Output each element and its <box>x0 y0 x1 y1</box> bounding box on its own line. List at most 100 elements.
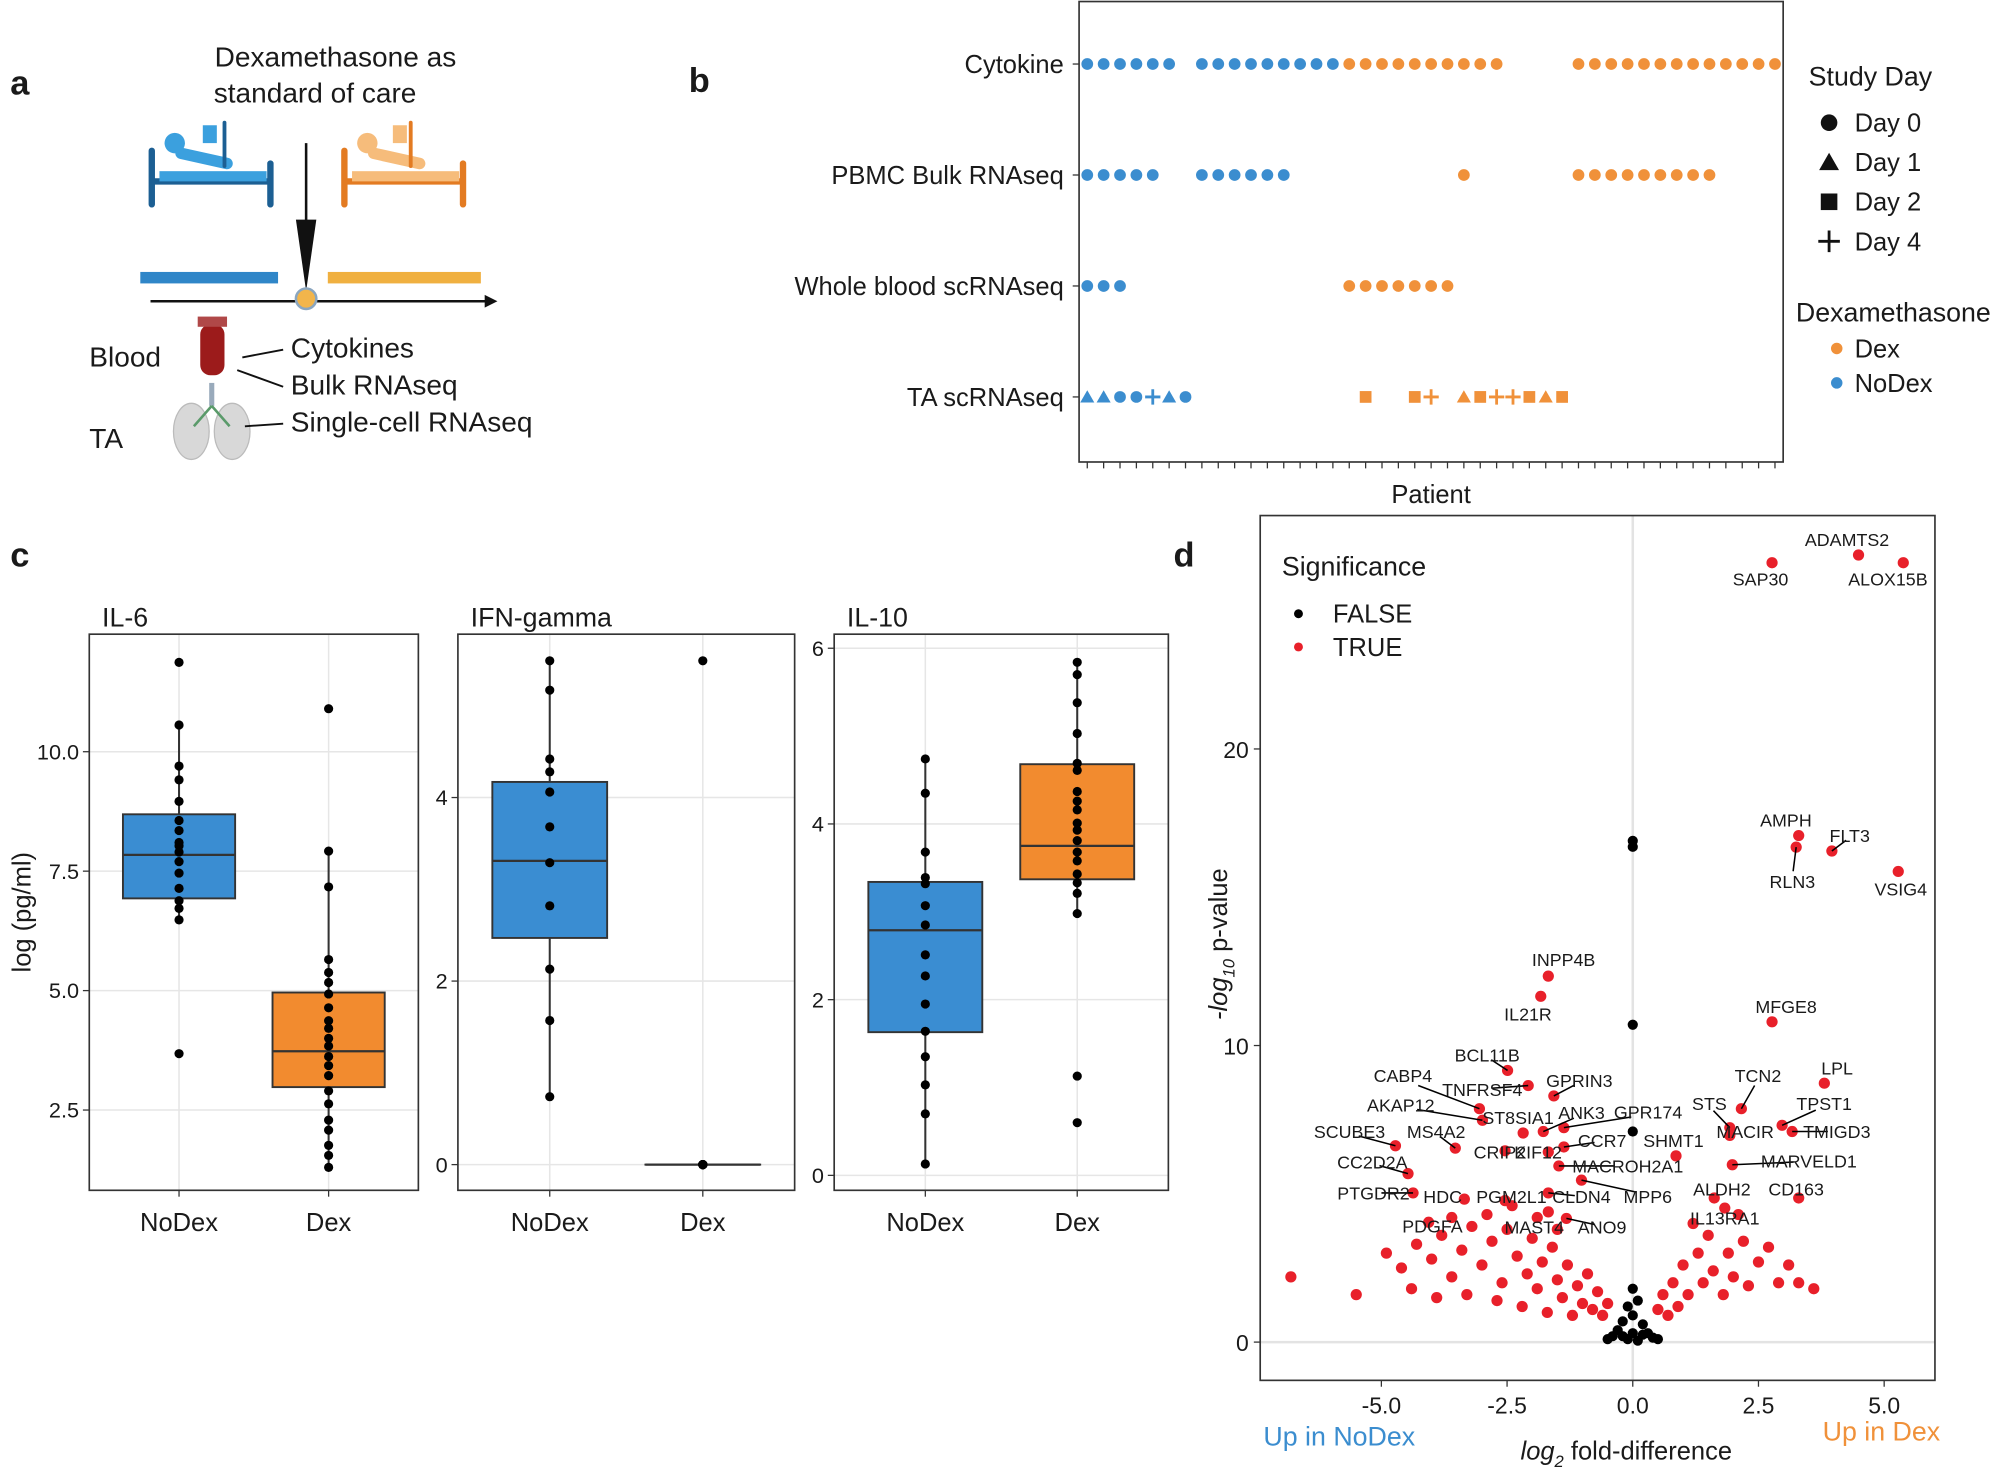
arrow-head <box>295 219 317 292</box>
y-label-part: -log <box>1205 977 1233 1020</box>
sample-point <box>1376 58 1388 70</box>
legend-label: Dex <box>1855 335 1901 363</box>
plot-frame <box>1259 514 1936 1382</box>
label-leader <box>1358 1135 1396 1147</box>
sample-point <box>1588 169 1601 181</box>
y-label-part: p-value <box>1205 868 1233 959</box>
sample-point <box>1359 58 1372 70</box>
y-tick-label: 7.5 <box>49 859 79 884</box>
data-point <box>1546 1241 1558 1253</box>
data-point <box>1542 1146 1554 1158</box>
data-point <box>1521 1268 1533 1280</box>
sample-point <box>1327 58 1339 70</box>
data-point <box>1627 1328 1638 1339</box>
data-point <box>1808 1283 1820 1295</box>
sample-point <box>1490 58 1503 70</box>
data-point <box>1732 1208 1744 1221</box>
data-point <box>174 1049 184 1059</box>
point-label: TCN2 <box>1735 1066 1782 1086</box>
sample-point <box>1245 169 1257 181</box>
data-point <box>1426 1253 1438 1265</box>
data-point <box>324 1099 334 1109</box>
y-axis-label: -log10 p-value <box>1205 868 1239 1020</box>
sample-point <box>1146 169 1159 181</box>
data-point <box>1719 1202 1731 1214</box>
data-point <box>1602 1334 1613 1345</box>
label-leader <box>1491 1084 1529 1090</box>
point-label: PTGDR2 <box>1337 1183 1409 1203</box>
data-point <box>1516 1300 1528 1313</box>
connector <box>236 348 284 428</box>
data-point <box>1657 1289 1669 1301</box>
point-label: ST8SIA1 <box>1482 1108 1553 1128</box>
data-point <box>324 1061 334 1071</box>
label-leader <box>1566 1217 1596 1226</box>
sample-point <box>1638 58 1650 70</box>
data-point <box>1560 1212 1573 1225</box>
point-label: ALDH2 <box>1693 1179 1751 1199</box>
legend-symbol <box>1830 377 1843 389</box>
data-point <box>920 1109 930 1119</box>
data-point <box>324 977 334 988</box>
data-point <box>1627 1310 1638 1321</box>
point-label: MAST4 <box>1505 1218 1565 1238</box>
data-point <box>545 754 555 764</box>
data-point <box>1697 1277 1709 1289</box>
x-tick-label: Dex <box>306 1209 352 1237</box>
sample-point <box>1212 58 1225 70</box>
panel-label: c <box>10 537 29 575</box>
sample-point <box>1114 391 1126 403</box>
data-point <box>324 1150 334 1161</box>
data-point <box>324 1140 334 1150</box>
sample-point <box>1359 280 1372 292</box>
legend-label: NoDex <box>1855 370 1933 398</box>
sample-point <box>1670 169 1683 181</box>
point-label: AMPH <box>1760 811 1812 831</box>
sample-point <box>1638 169 1650 181</box>
sample-point <box>1654 58 1667 70</box>
data-point <box>545 685 555 695</box>
data-point <box>1707 1265 1719 1277</box>
data-point <box>545 787 555 797</box>
label-leader <box>1781 1109 1817 1127</box>
x-tick-label: NoDex <box>140 1209 218 1237</box>
data-point <box>1072 796 1082 806</box>
y-axis-label: log (pg/ml) <box>9 852 37 972</box>
chart-title: IFN-gamma <box>471 603 612 633</box>
data-point <box>1436 1229 1448 1241</box>
sample-point <box>1196 169 1208 181</box>
point-label: CD163 <box>1768 1179 1824 1199</box>
data-point <box>1571 1280 1584 1292</box>
y-tick-label: TA scRNAseq <box>907 384 1064 412</box>
data-point <box>1446 1271 1458 1283</box>
data-point <box>1617 1331 1628 1342</box>
data-point <box>1476 1259 1488 1271</box>
data-point <box>1602 1297 1614 1310</box>
assay-label: Single-cell RNAseq <box>291 406 533 437</box>
sample-point <box>1359 391 1372 403</box>
data-point <box>920 879 930 889</box>
data-point <box>1072 805 1082 815</box>
data-point <box>1617 1316 1628 1327</box>
data-point <box>698 656 708 666</box>
y-label-part: 10 <box>1220 958 1239 977</box>
legend-label: TRUE <box>1333 634 1402 662</box>
point-label: CRIP2 <box>1474 1142 1527 1162</box>
data-point <box>920 788 930 798</box>
data-point <box>324 967 334 978</box>
data-point <box>1072 878 1082 888</box>
sample-point <box>1162 390 1177 403</box>
point-label: SAP30 <box>1733 570 1789 590</box>
sample-point <box>1228 58 1241 70</box>
sample-point <box>1081 169 1094 181</box>
data-point <box>1667 1277 1679 1289</box>
data-point <box>1431 1292 1443 1304</box>
data-point <box>324 989 334 999</box>
point-label: ALOX15B <box>1848 570 1927 590</box>
data-point <box>1627 1019 1638 1030</box>
data-point <box>1692 1247 1704 1259</box>
sample-point <box>1441 58 1454 70</box>
label-leader <box>1379 1164 1409 1175</box>
data-point <box>545 1015 555 1026</box>
label-leader <box>1581 1179 1635 1193</box>
